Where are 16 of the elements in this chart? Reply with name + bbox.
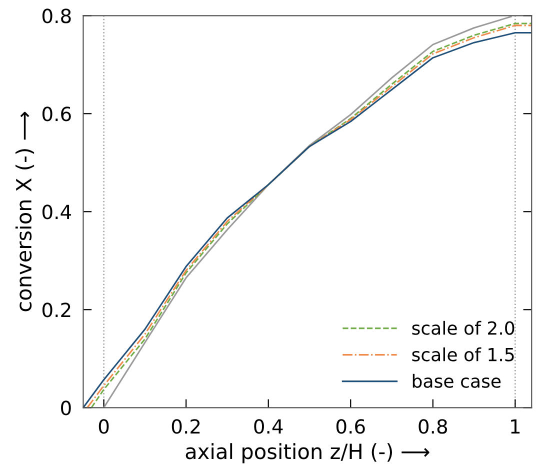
y-tick-label: 0.6 [42, 106, 71, 122]
x-tick-label: 0.8 [418, 419, 448, 434]
x-tick-label: 0 [98, 419, 109, 434]
legend-label: scale of 2.0 [412, 320, 514, 335]
y-tick-label: 0.2 [42, 302, 70, 318]
y-axis-title: conversion X (-) ⟶ [15, 112, 34, 312]
y-tick-label: 0.8 [42, 8, 71, 24]
y-tick-label: 0 [61, 400, 71, 416]
x-tick-label: 0.4 [254, 419, 283, 434]
x-axis-title: axial position z/H (-) ⟶ [186, 443, 430, 464]
x-tick-label: 1 [511, 419, 520, 434]
y-tick-label: 0.4 [42, 204, 72, 220]
legend-label: scale of 1.5 [412, 347, 514, 362]
legend-label: base case [412, 374, 501, 388]
x-tick-label: 0.2 [172, 419, 200, 434]
x-tick-label: 0.6 [336, 419, 365, 434]
